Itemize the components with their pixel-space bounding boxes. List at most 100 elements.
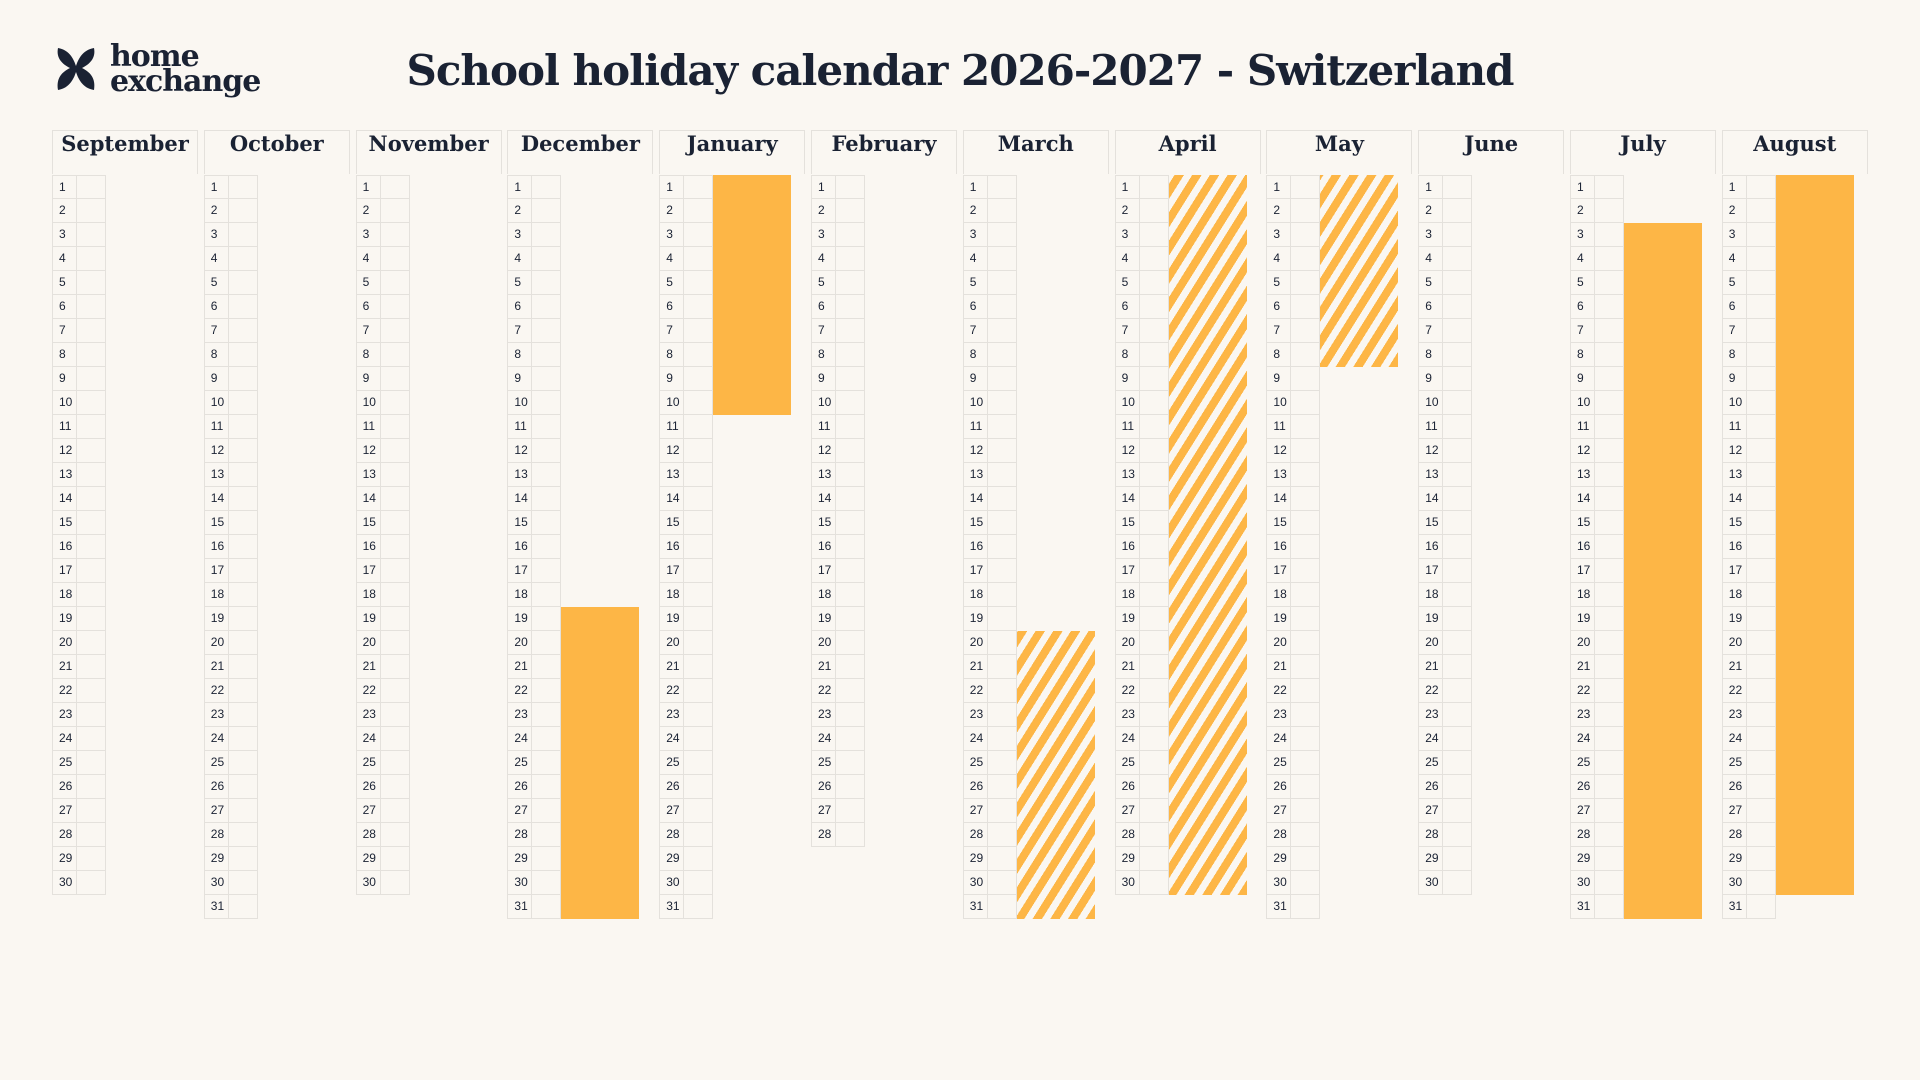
day-number: 21 — [811, 655, 836, 679]
day-number: 31 — [203, 895, 229, 919]
day-row: 17 — [1721, 559, 1868, 583]
day-cell — [1443, 799, 1473, 823]
day-number: 15 — [1114, 511, 1140, 535]
day-list: 1 2 3 4 5 6 7 8 9 10 11 12 13 14 15 16 17 18 19 20 21 22 23 24 2… — [1114, 175, 1261, 895]
day-number: 19 — [962, 607, 988, 631]
day-number: 26 — [52, 775, 77, 799]
day-cell — [380, 583, 410, 607]
day-cell — [836, 295, 865, 319]
day-cell — [1595, 751, 1624, 775]
day-row: 19 — [1266, 607, 1412, 631]
day-row: 11 — [659, 415, 805, 439]
day-number: 10 — [1114, 391, 1140, 415]
day-number: 10 — [811, 391, 836, 415]
day-cell — [987, 343, 1017, 367]
day-number: 22 — [1114, 679, 1140, 703]
day-row: 23 — [1570, 703, 1716, 727]
day-cell — [987, 487, 1017, 511]
day-number: 12 — [52, 439, 77, 463]
day-row: 24 — [962, 727, 1109, 751]
day-number: 9 — [1114, 367, 1140, 391]
day-cell — [987, 223, 1017, 247]
day-row: 24 — [1266, 727, 1412, 751]
day-number: 4 — [1570, 247, 1595, 271]
day-row: 5 — [355, 271, 502, 295]
day-row: 22 — [962, 679, 1109, 703]
day-cell — [836, 343, 865, 367]
day-cell — [684, 847, 714, 871]
day-number: 17 — [507, 559, 533, 583]
day-number: 26 — [1570, 775, 1595, 799]
day-cell — [77, 775, 106, 799]
day-number: 27 — [1266, 799, 1292, 823]
day-number: 10 — [355, 391, 381, 415]
day-cell — [987, 799, 1017, 823]
day-cell — [77, 319, 106, 343]
month-column-december: December 1 2 3 4 5 6 7 8 9 10 11 12 13 14 15 16 17 18 19 20 2… — [507, 130, 654, 919]
day-cell — [1746, 703, 1776, 727]
day-cell — [380, 511, 410, 535]
day-number: 9 — [811, 367, 836, 391]
day-cell — [684, 703, 714, 727]
day-number: 27 — [355, 799, 381, 823]
day-row: 13 — [811, 463, 957, 487]
day-number: 27 — [811, 799, 836, 823]
day-cell — [987, 703, 1017, 727]
day-number: 31 — [659, 895, 685, 919]
day-cell — [1595, 631, 1624, 655]
day-cell — [1595, 895, 1624, 919]
day-row: 28 — [203, 823, 350, 847]
day-number: 28 — [1114, 823, 1140, 847]
day-number: 26 — [355, 775, 381, 799]
day-cell — [1746, 871, 1776, 895]
day-cell — [1595, 679, 1624, 703]
day-row: 16 — [1721, 535, 1868, 559]
day-list: 1 2 3 4 5 6 7 8 9 10 11 12 13 14 15 16 17 18 19 20 21 22 23 24 2… — [507, 175, 653, 919]
day-number: 2 — [52, 199, 77, 223]
day-row: 14 — [507, 487, 653, 511]
day-cell — [380, 391, 410, 415]
month-name: July — [1570, 130, 1716, 174]
day-number: 4 — [52, 247, 77, 271]
day-number: 13 — [1266, 463, 1292, 487]
day-number: 3 — [507, 223, 533, 247]
day-cell — [1443, 367, 1473, 391]
day-number: 23 — [1266, 703, 1292, 727]
day-number: 26 — [203, 775, 229, 799]
day-cell — [380, 631, 410, 655]
day-row: 15 — [52, 511, 198, 535]
day-cell — [532, 823, 562, 847]
day-number: 9 — [1570, 367, 1595, 391]
day-number: 15 — [1570, 511, 1595, 535]
day-cell — [684, 415, 714, 439]
day-row: 24 — [811, 727, 957, 751]
day-number: 8 — [1721, 343, 1747, 367]
day-number: 18 — [1418, 583, 1444, 607]
day-row: 31 — [1266, 895, 1412, 919]
day-cell — [77, 535, 106, 559]
day-number: 16 — [203, 535, 229, 559]
day-row: 3 — [1570, 223, 1716, 247]
day-row: 20 — [1570, 631, 1716, 655]
day-number: 20 — [659, 631, 685, 655]
day-cell — [1595, 391, 1624, 415]
day-number: 19 — [507, 607, 533, 631]
day-row: 31 — [203, 895, 350, 919]
day-row: 8 — [1114, 343, 1261, 367]
day-row: 30 — [1570, 871, 1716, 895]
day-row: 18 — [1721, 583, 1868, 607]
day-cell — [684, 319, 714, 343]
day-number: 16 — [1418, 535, 1444, 559]
day-cell — [228, 343, 258, 367]
day-row: 13 — [962, 463, 1109, 487]
day-row: 23 — [962, 703, 1109, 727]
day-row: 28 — [1570, 823, 1716, 847]
day-number: 8 — [52, 343, 77, 367]
day-number: 22 — [1570, 679, 1595, 703]
day-number: 28 — [507, 823, 533, 847]
day-cell — [1291, 799, 1321, 823]
day-number: 21 — [507, 655, 533, 679]
month-column-march: March 1 2 3 4 5 6 7 8 9 10 11 12 13 14 15 16 17 18 19 20 21 22… — [962, 130, 1109, 919]
day-number: 28 — [1721, 823, 1747, 847]
day-number: 3 — [203, 223, 229, 247]
